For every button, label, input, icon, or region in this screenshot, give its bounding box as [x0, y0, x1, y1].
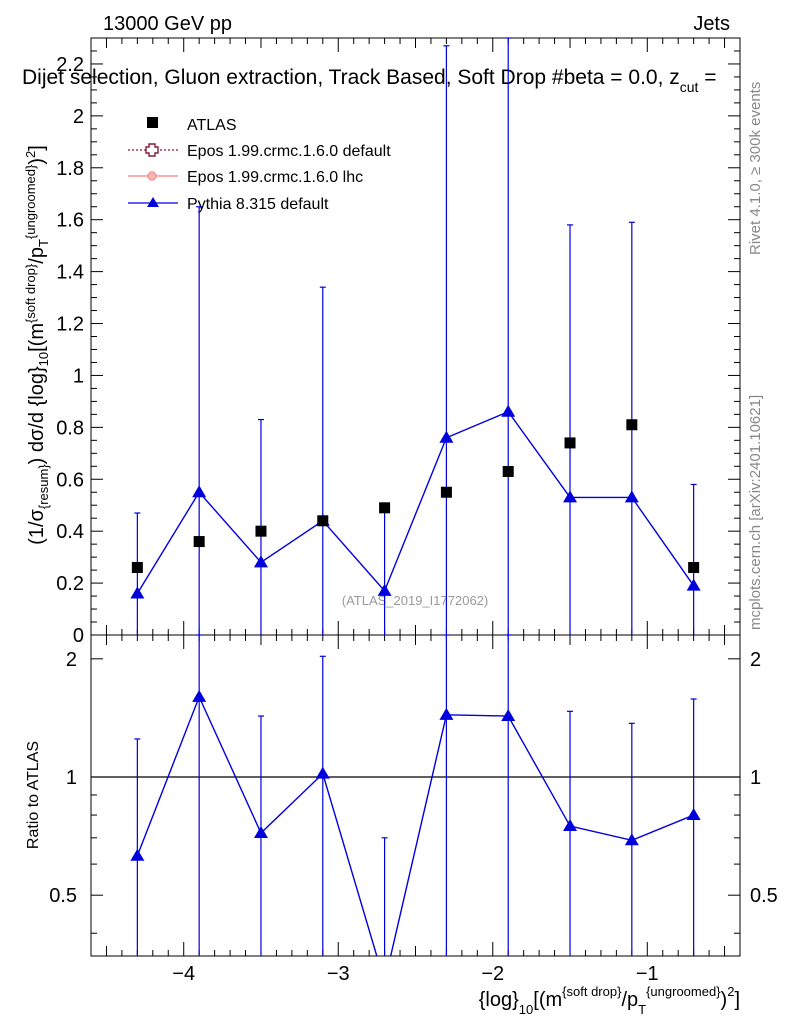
- ratio-point: [624, 833, 639, 846]
- ratio-y-axis: 0.5 0.5 1 1 2 2: [49, 649, 778, 934]
- legend-label-atlas: ATLAS: [187, 117, 237, 134]
- atlas-point: [193, 536, 205, 548]
- pythia-point: [686, 578, 701, 591]
- ratio-y-axis-label: Ratio to ATLAS: [25, 741, 42, 849]
- main-y-tick-label: 0.4: [56, 521, 84, 543]
- analysis-watermark: (ATLAS_2019_I1772062): [342, 593, 488, 608]
- atlas-point: [688, 562, 700, 574]
- legend-label-epos-lhc: Epos 1.99.crmc.1.6.0 lhc: [187, 169, 363, 186]
- category-label: Jets: [693, 13, 730, 35]
- ratio-series-line: [136, 695, 694, 956]
- ratio-y-tick-label: 1: [66, 767, 77, 789]
- main-y-tick-label: 1.6: [56, 210, 84, 232]
- main-y-tick-label: 1.4: [56, 262, 84, 284]
- pythia-point: [439, 430, 454, 443]
- ratio-point: [563, 819, 578, 832]
- ratio-point: [315, 766, 330, 779]
- x-axis: −4 −3 −2 −1: [90, 38, 741, 985]
- ratio-point: [686, 808, 701, 821]
- plot-title-sub: cut: [680, 79, 699, 95]
- x-axis-label: {log}10[(m{soft drop}/pT{ungroomed})2]: [479, 984, 740, 1017]
- rivet-version-label: Rivet 4.1.0, ≥ 300k events: [747, 82, 764, 255]
- main-y-tick-label: 1.8: [56, 158, 84, 180]
- pythia-point: [130, 586, 145, 599]
- pythia-point: [624, 490, 639, 503]
- ratio-data-layer: [130, 634, 701, 956]
- legend-label-epos-default: Epos 1.99.crmc.1.6.0 default: [187, 143, 391, 160]
- main-y-tick-label: 1.2: [56, 314, 84, 336]
- pythia-point: [563, 490, 578, 503]
- plot-title: Dijet selection, Gluon extraction, Track…: [22, 66, 717, 95]
- main-y-axis-label: (1/σ{resum}) dσ/d {log}10[(m{soft drop}/…: [23, 145, 51, 545]
- ratio-y-tick-label: 0.5: [49, 885, 77, 907]
- main-y-tick-label: 0: [73, 625, 84, 647]
- atlas-point: [255, 525, 267, 537]
- ratio-point: [130, 848, 145, 861]
- main-y-tick-label: 0.2: [56, 573, 84, 595]
- main-y-tick-label: 2: [73, 106, 84, 128]
- main-y-axis: 0 0.2 0.4 0.6 0.8 1 1.2 1.4 1.6 1.8 2 2.2: [56, 37, 740, 647]
- pythia-series-line: [136, 410, 695, 594]
- plot-title-main: Dijet selection, Gluon extraction, Track…: [22, 66, 680, 89]
- ratio-y-tick-label-right: 0.5: [750, 885, 778, 907]
- main-y-tick-label: 0.6: [56, 469, 84, 491]
- atlas-point: [564, 437, 576, 449]
- pythia-point: [501, 404, 516, 417]
- mcplots-label: mcplots.cern.ch [arXiv:2401.10621]: [747, 395, 764, 630]
- main-y-tick-label: 0.8: [56, 417, 84, 439]
- ratio-point: [439, 707, 454, 720]
- pythia-point: [192, 485, 207, 498]
- atlas-point: [502, 465, 514, 477]
- ratio-point: [253, 826, 268, 839]
- pythia-point: [253, 555, 268, 568]
- plot-title-tail: =: [698, 66, 716, 89]
- atlas-point: [131, 562, 143, 574]
- ratio-y-tick-label-right: 2: [750, 649, 761, 671]
- x-tick-label: −2: [481, 963, 504, 985]
- legend-marker-epos-default: [145, 143, 159, 157]
- legend-marker-pythia: [147, 197, 159, 207]
- legend-marker-epos-lhc: [147, 171, 157, 181]
- energy-label: 13000 GeV pp: [103, 13, 232, 35]
- x-tick-label: −1: [636, 963, 659, 985]
- main-y-tick-label: 1: [73, 365, 84, 387]
- ratio-point: [501, 709, 516, 722]
- main-data-layer: [130, 37, 701, 635]
- atlas-point: [317, 515, 329, 527]
- atlas-point: [379, 502, 391, 514]
- legend-label-pythia: Pythia 8.315 default: [187, 196, 329, 213]
- ratio-point: [192, 689, 207, 702]
- ratio-y-tick-label-right: 1: [750, 767, 761, 789]
- main-y-tick-label: 2.2: [56, 54, 84, 76]
- legend-marker-atlas: [147, 117, 158, 128]
- legend: ATLAS Epos 1.99.crmc.1.6.0 default Epos …: [128, 117, 391, 213]
- atlas-point: [626, 419, 638, 431]
- atlas-point: [440, 486, 452, 498]
- ratio-y-tick-label: 2: [66, 649, 77, 671]
- x-tick-label: −4: [172, 963, 195, 985]
- x-tick-label: −3: [327, 963, 350, 985]
- pythia-point: [377, 583, 392, 596]
